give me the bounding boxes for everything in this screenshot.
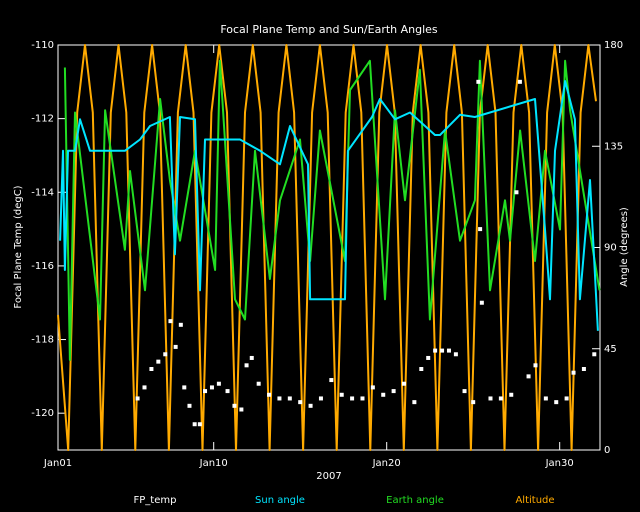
data-point (187, 403, 192, 408)
data-point (462, 389, 467, 394)
data-point (381, 392, 386, 397)
data-point (308, 403, 313, 408)
data-point (453, 352, 458, 357)
data-point (554, 400, 559, 405)
legend-label: Sun angle (255, 495, 305, 506)
data-point (249, 355, 254, 360)
data-point (446, 348, 451, 353)
x-axis-label: 2007 (316, 471, 341, 482)
series-line (63, 59, 601, 361)
y-tick-label: -112 (31, 114, 54, 125)
data-point (479, 300, 484, 305)
data-point (533, 363, 538, 368)
y2-tick-label: 0 (604, 445, 610, 456)
data-point (592, 352, 597, 357)
y2-tick-label: 45 (604, 344, 617, 355)
legend-label: Altitude (515, 495, 554, 506)
data-point (182, 385, 187, 390)
data-point (163, 352, 168, 357)
data-point (156, 359, 161, 364)
data-point (192, 422, 197, 427)
chart-title: Focal Plane Temp and Sun/Earth Angles (220, 23, 438, 36)
y-axis-label: Focal Plane Temp (degC) (13, 185, 24, 308)
y-tick-label: -114 (31, 187, 54, 198)
data-point (471, 400, 476, 405)
data-point (478, 227, 483, 232)
y2-tick-label: 180 (604, 40, 623, 51)
data-point (197, 422, 202, 427)
y2-tick-label: 90 (604, 243, 617, 254)
y-tick-label: -116 (31, 261, 54, 272)
data-point (339, 392, 344, 397)
legend-label: Earth angle (386, 495, 444, 506)
y2-axis-label: Angle (degrees) (619, 207, 630, 287)
data-point (173, 344, 178, 349)
data-point (267, 392, 272, 397)
data-point (498, 396, 503, 401)
data-point (571, 370, 576, 375)
data-point (329, 378, 334, 383)
y-tick-label: -110 (31, 40, 54, 51)
data-point (476, 79, 481, 84)
y2-tick-label: 135 (604, 141, 623, 152)
y-tick-label: -120 (31, 408, 54, 419)
data-point (239, 407, 244, 412)
data-point (142, 385, 147, 390)
x-tick-label: Jan30 (545, 458, 574, 469)
data-point (509, 392, 514, 397)
data-point (419, 367, 424, 371)
data-point (216, 381, 221, 386)
data-point (318, 396, 323, 401)
series-line (59, 80, 599, 331)
data-point (412, 400, 417, 405)
legend-label: FP_temp (134, 495, 177, 506)
data-point (514, 190, 519, 195)
x-tick-label: Jan20 (372, 458, 401, 469)
data-point (209, 385, 214, 390)
data-point (488, 396, 493, 401)
data-point (350, 396, 355, 401)
data-point (564, 396, 569, 401)
data-point (287, 396, 292, 401)
data-point (298, 400, 303, 405)
data-point (360, 396, 365, 401)
data-point (433, 348, 438, 353)
data-point (203, 389, 208, 394)
data-point (168, 319, 173, 324)
data-point (440, 348, 445, 353)
data-point (543, 396, 548, 401)
data-point (244, 363, 249, 368)
data-point (401, 381, 406, 386)
data-point (426, 355, 431, 360)
data-point (225, 389, 230, 394)
x-tick-label: Jan01 (43, 458, 72, 469)
data-point (178, 322, 183, 327)
x-tick-label: Jan10 (199, 458, 228, 469)
y-tick-label: -118 (31, 335, 54, 346)
data-point (232, 403, 237, 408)
data-point (149, 367, 154, 371)
data-point (370, 385, 375, 390)
data-point (391, 389, 396, 394)
data-point (517, 79, 522, 84)
data-point (256, 381, 261, 386)
data-point (135, 396, 140, 401)
data-point (581, 367, 586, 371)
data-point (526, 374, 531, 379)
data-point (277, 396, 282, 401)
series-line (57, 44, 597, 451)
